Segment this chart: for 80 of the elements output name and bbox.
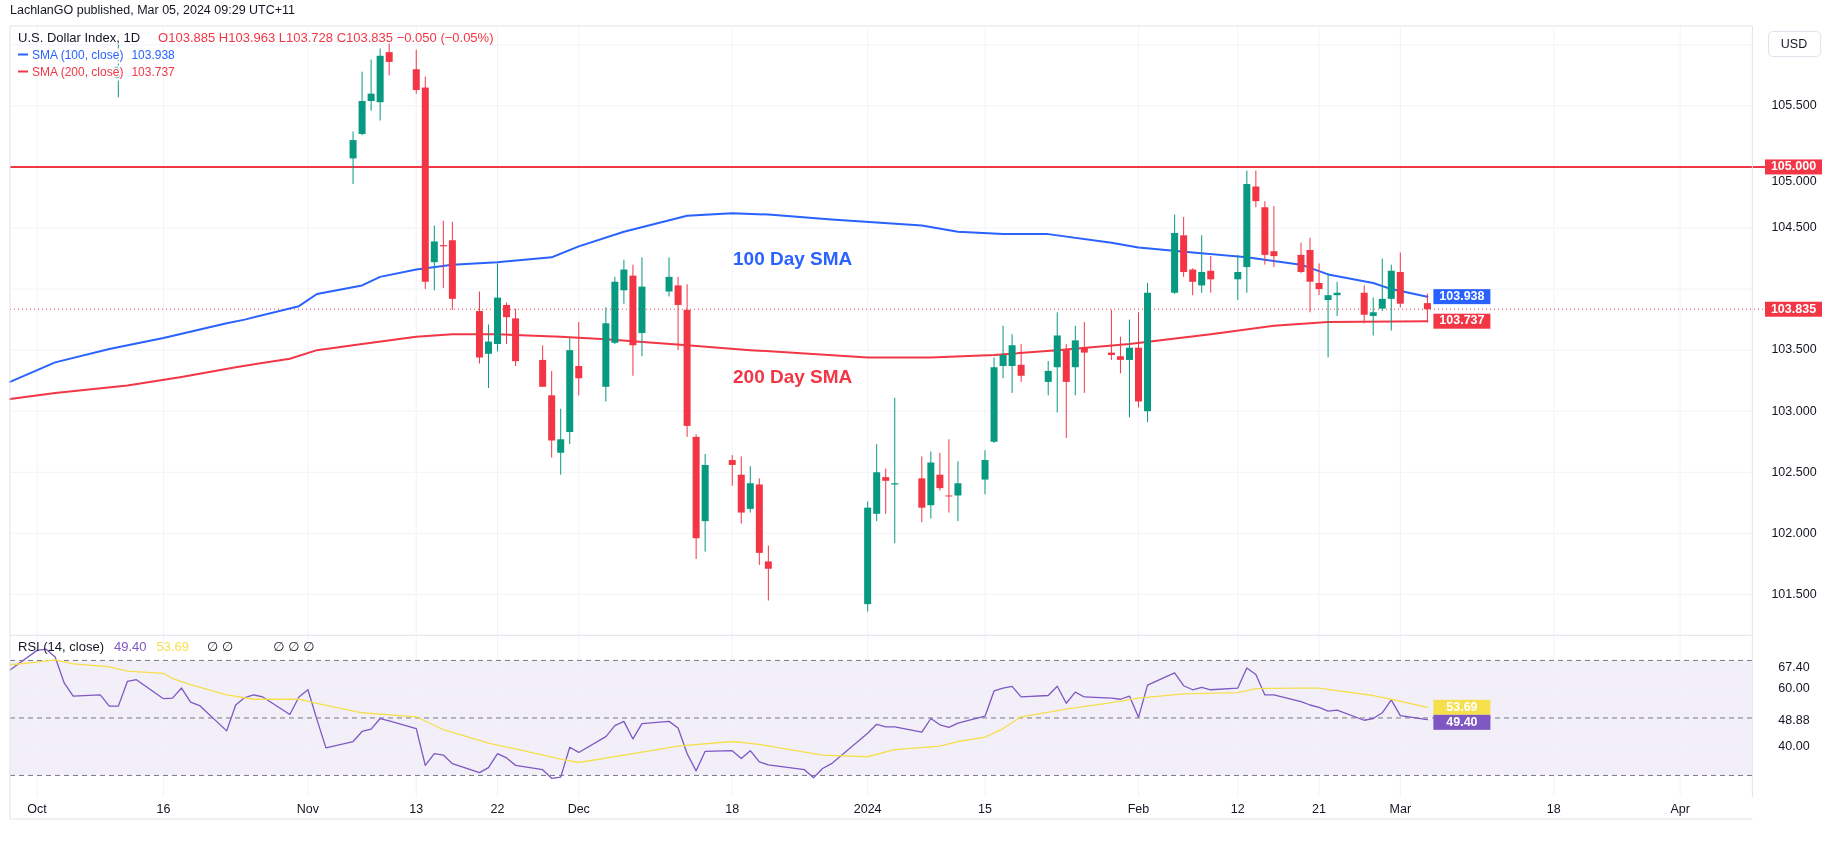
candlestick [430,225,438,291]
candlestick [1008,333,1016,394]
candlestick [1198,234,1206,294]
candlestick [412,49,420,95]
candlestick [484,323,492,389]
candlestick [882,468,890,515]
x-tick-label: Nov [296,802,320,817]
y-tick-label: 102.500 [1771,464,1817,479]
data-label: 53.69 [1446,699,1478,714]
x-tick-label: 22 [490,802,505,817]
x-tick-label: Apr [1670,802,1690,817]
candlestick [1297,242,1305,274]
y-tick-label: 103.500 [1771,342,1817,357]
candlestick [367,58,375,112]
x-tick-label: 13 [409,802,424,817]
candlestick [1378,258,1386,312]
annotation: O103.885 H103.963 L103.728 C103.835 −0.050 (−0.05%) [158,29,494,45]
candlestick [764,545,772,601]
candlestick [1017,343,1025,383]
text: 103.938 [131,47,175,62]
candlestick [385,43,393,76]
text: 103.737 [131,64,175,79]
candlestick [999,325,1007,379]
text: 53.69 [156,639,190,654]
candlestick [954,460,962,522]
y-axis-title: USD [1780,36,1808,51]
candlestick [1252,170,1260,208]
y-tick-label: 101.500 [1771,586,1817,601]
y-tick-label: 40.00 [1778,738,1810,753]
chart-title: RSI (14, close) [18,639,104,654]
ref-line-label: 103.835 [1770,301,1817,316]
candlestick [728,454,736,487]
candlestick [1125,319,1133,418]
candlestick [1270,205,1278,268]
x-tick-label: 12 [1230,802,1245,817]
text: 49.40 [113,639,147,654]
candlestick [1189,267,1197,296]
y-tick-label: 104.500 [1771,220,1817,235]
annotation: 200 Day SMA [733,366,853,388]
label-box: USD [1768,31,1821,57]
candlestick [1234,254,1242,301]
candlestick [349,131,357,185]
annotation: ∅ ∅ ∅ [273,639,315,654]
candlestick [1044,360,1052,396]
candlestick [981,449,989,495]
data-label: 49.40 [1446,714,1478,729]
y-tick-label: 102.000 [1771,525,1817,540]
y-tick-label: 105.500 [1771,98,1817,113]
data-label: 103.737 [1439,313,1485,328]
candlestick [945,438,953,514]
x-tick-label: 18 [725,802,740,817]
x-tick-label: Feb [1127,802,1150,817]
candlestick [1116,336,1124,374]
x-tick-label: 21 [1312,802,1327,817]
x-tick-label: Oct [27,802,48,817]
y-tick-label: 103.000 [1771,403,1817,418]
x-tick-label: Mar [1389,802,1412,817]
x-tick-label: 2024 [853,802,882,817]
x-tick-label: 18 [1546,802,1561,817]
y-tick-label: 67.40 [1778,660,1810,675]
annotation: ∅ ∅ [207,639,234,654]
candlestick [620,259,628,305]
chart-subtitle: LachlanGO published, Mar 05, 2024 09:29 UTC+11 [10,3,296,17]
candlestick [557,408,565,476]
annotation: 100 Day SMA [733,248,853,270]
line-series [9,659,1429,764]
y-tick-label: 60.00 [1778,681,1810,696]
x-tick-label: 16 [156,802,171,817]
x-tick-label: Dec [567,802,590,817]
candlestick [1207,255,1215,294]
y-tick-label: 48.88 [1778,713,1810,728]
candlestick [665,256,673,297]
candlestick [936,452,944,492]
candlestick [1315,262,1323,296]
candlestick [1369,297,1377,336]
data-label: 103.938 [1439,288,1485,303]
chart-title: U.S. Dollar Index, 1D [18,29,141,45]
x-tick-label: 15 [978,802,993,817]
y-tick-label: 105.000 [1770,159,1817,174]
candlestick [1324,272,1332,358]
